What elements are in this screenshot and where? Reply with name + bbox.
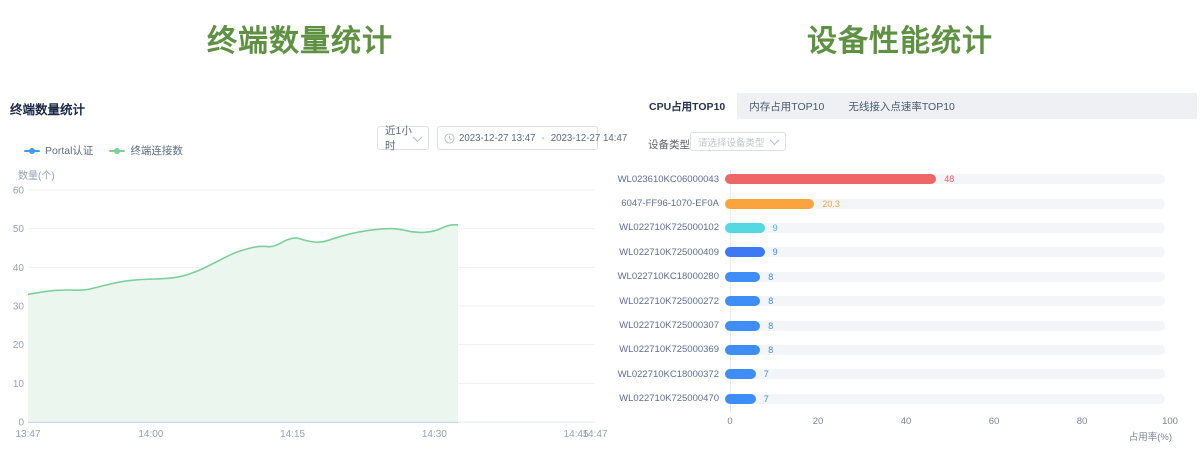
bar-category-label: WL022710K725000369 [600, 344, 725, 355]
bar-value-label: 48 [944, 174, 954, 184]
device-type-label: 设备类型 [648, 137, 690, 152]
bar-row: WL022710KC18000372 7 [600, 362, 1200, 386]
bar-value-label: 7 [764, 369, 769, 379]
bar-category-label: WL023610KC06000043 [600, 174, 725, 185]
bar-category-label: WL022710K725000470 [600, 393, 725, 404]
bar-track: 8 [725, 345, 1165, 355]
bar-fill[interactable] [725, 345, 760, 355]
bar-value-label: 8 [768, 272, 773, 282]
bar-x-axis-name: 占用率(%) [1094, 429, 1172, 443]
bar-category-label: WL022710K725000307 [600, 320, 725, 331]
bar-fill[interactable] [725, 296, 760, 306]
bar-category-label: WL022710K725000272 [600, 296, 725, 307]
bar-row: WL022710K725000369 8 [600, 338, 1200, 362]
bar-row: WL022710K725000409 9 [600, 240, 1200, 264]
x-tick-label: 14:00 [138, 429, 163, 440]
bar-row: WL022710K725000102 9 [600, 216, 1200, 240]
bar-value-label: 8 [768, 345, 773, 355]
bar-value-label: 8 [768, 296, 773, 306]
bar-track: 9 [725, 223, 1165, 233]
bar-category-label: WL022710KC18000372 [600, 369, 725, 380]
bar-track: 20.3 [725, 199, 1165, 209]
bar-row: 6047-FF96-1070-EF0A 20.3 [600, 191, 1200, 215]
terminal-line-chart: 010203040506013:4714:0014:1514:3014:4514… [0, 0, 600, 456]
bar-fill[interactable] [725, 394, 756, 404]
dashboard-screen: 终端数量统计 终端数量统计 近1小时 2023-12-27 13:47 - 20… [0, 0, 1200, 456]
device-performance-panel: 设备性能统计 CPU占用TOP10内存占用TOP10无线接入点速率TOP10 设… [600, 0, 1200, 456]
bar-xaxis: 0 20 40 60 80 100 [600, 416, 1200, 428]
bar-value-label: 8 [768, 321, 773, 331]
bar-fill[interactable] [725, 247, 765, 257]
right-page-title: 设备性能统计 [600, 16, 1200, 60]
bar-track: 48 [725, 174, 1165, 184]
bar-x-tick-label: 40 [886, 416, 926, 427]
tab-0[interactable]: CPU占用TOP10 [637, 93, 737, 119]
terminal-series-area [28, 225, 458, 422]
x-tick-label: 13:47 [15, 429, 40, 440]
bar-track: 8 [725, 296, 1165, 306]
bar-x-tick-label: 60 [974, 416, 1014, 427]
bar-value-label: 9 [773, 247, 778, 257]
bar-category-label: 6047-FF96-1070-EF0A [600, 198, 725, 209]
y-tick-label: 20 [13, 340, 25, 351]
tab-2[interactable]: 无线接入点速率TOP10 [836, 93, 967, 119]
bar-track: 8 [725, 321, 1165, 331]
device-type-select[interactable]: 请选择设备类型 [690, 132, 786, 151]
bar-track: 8 [725, 272, 1165, 282]
bar-fill[interactable] [725, 223, 765, 233]
bar-fill[interactable] [725, 321, 760, 331]
bar-x-tick-label: 80 [1062, 416, 1102, 427]
bar-row: WL022710K725000307 8 [600, 313, 1200, 337]
x-tick-label: 14:15 [280, 429, 305, 440]
device-type-placeholder: 请选择设备类型 [698, 135, 765, 149]
y-tick-label: 0 [18, 418, 24, 429]
bar-category-label: WL022710KC18000280 [600, 271, 725, 282]
bar-fill[interactable] [725, 369, 756, 379]
bar-row: WL022710KC18000280 8 [600, 265, 1200, 289]
y-tick-label: 10 [13, 379, 25, 390]
terminal-count-panel: 终端数量统计 终端数量统计 近1小时 2023-12-27 13:47 - 20… [0, 0, 600, 456]
tab-1[interactable]: 内存占用TOP10 [737, 93, 836, 119]
y-tick-label: 30 [13, 302, 25, 313]
bar-row: WL022710K725000470 7 [600, 387, 1200, 411]
y-tick-label: 40 [13, 263, 25, 274]
bar-row: WL023610KC06000043 48 [600, 167, 1200, 191]
bar-x-tick-label: 20 [798, 416, 838, 427]
y-tick-label: 60 [13, 186, 25, 197]
bar-category-label: WL022710K725000409 [600, 247, 725, 258]
bar-x-tick-label: 100 [1150, 416, 1190, 427]
bar-value-label: 9 [773, 223, 778, 233]
bar-track: 7 [725, 394, 1165, 404]
bar-row: WL022710K725000272 8 [600, 289, 1200, 313]
bar-value-label: 7 [764, 394, 769, 404]
bar-value-label: 20.3 [822, 199, 840, 209]
bar-fill[interactable] [725, 199, 814, 209]
bar-track: 7 [725, 369, 1165, 379]
bar-rows: WL023610KC06000043 48 6047-FF96-1070-EF0A 2… [600, 167, 1200, 411]
x-tick-label: 14:30 [422, 429, 447, 440]
bar-category-label: WL022710K725000102 [600, 222, 725, 233]
y-tick-label: 50 [13, 224, 25, 235]
bar-fill[interactable] [725, 174, 936, 184]
performance-tabs: CPU占用TOP10内存占用TOP10无线接入点速率TOP10 [637, 93, 1197, 119]
bar-track: 9 [725, 247, 1165, 257]
chevron-down-icon [770, 135, 780, 145]
bar-fill[interactable] [725, 272, 760, 282]
bar-x-tick-label: 0 [710, 416, 750, 427]
